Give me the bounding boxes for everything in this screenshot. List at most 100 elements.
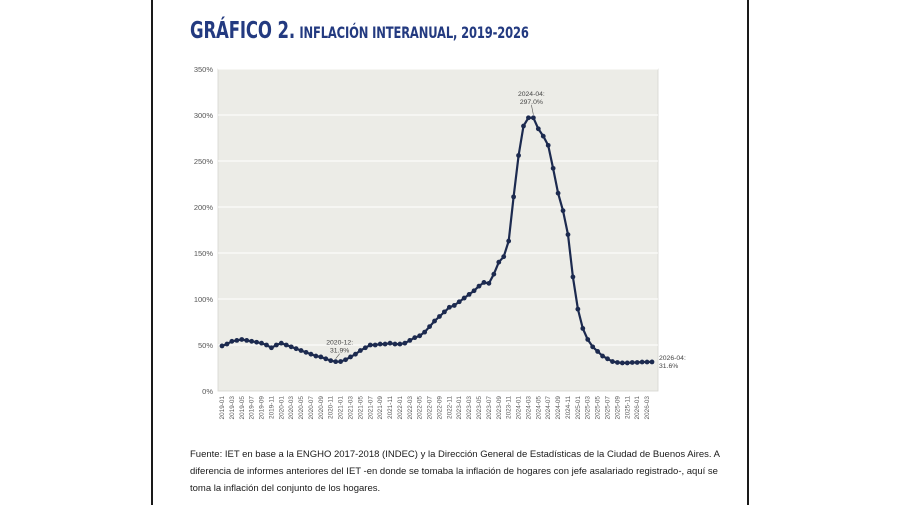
x-tick-label: 2024-03 xyxy=(525,396,532,420)
x-tick-label: 2022-11 xyxy=(446,396,453,419)
data-point xyxy=(357,348,363,353)
data-point xyxy=(348,354,353,360)
data-point xyxy=(530,115,536,121)
data-point xyxy=(372,342,378,348)
x-tick-label: 2025-03 xyxy=(585,396,592,420)
data-point xyxy=(269,345,274,351)
series-line xyxy=(221,116,653,364)
data-point xyxy=(456,299,462,305)
data-point xyxy=(511,194,517,200)
data-point xyxy=(535,126,541,132)
x-tick-label: 2024-07 xyxy=(545,396,552,420)
data-point xyxy=(273,342,279,348)
annotation-leader xyxy=(531,104,534,115)
data-point xyxy=(545,142,551,148)
data-point xyxy=(624,360,630,366)
x-tick-label: 2021-09 xyxy=(377,396,384,420)
x-tick-label: 2020-07 xyxy=(308,396,315,420)
figure-heading: GRÁFICO 2. INFLACIÓN INTERANUAL, 2019-202… xyxy=(190,18,529,44)
data-point xyxy=(392,341,398,347)
annotation-value: 297.0% xyxy=(520,99,543,106)
x-tick-label: 2023-01 xyxy=(456,396,463,420)
data-point xyxy=(278,340,284,346)
data-point xyxy=(437,314,442,319)
x-tick-label: 2021-11 xyxy=(387,396,394,419)
x-tick-label: 2025-01 xyxy=(575,396,582,420)
data-point xyxy=(575,306,581,312)
data-point xyxy=(526,115,531,121)
x-tick-label: 2021-05 xyxy=(357,396,364,420)
x-tick-label: 2019-11 xyxy=(268,396,275,419)
data-point xyxy=(446,304,452,310)
data-point xyxy=(619,360,625,366)
data-point xyxy=(540,133,546,139)
data-point xyxy=(501,254,507,260)
data-point xyxy=(471,288,477,294)
y-tick-label: 150% xyxy=(194,249,214,258)
data-point xyxy=(580,326,586,331)
data-point xyxy=(367,342,373,348)
x-tick-label: 2025-09 xyxy=(614,396,621,420)
data-point xyxy=(570,274,576,280)
annotation-value: 31.6% xyxy=(659,363,678,370)
data-point xyxy=(565,232,571,238)
x-tick-label: 2023-09 xyxy=(496,396,503,420)
data-point xyxy=(323,356,329,362)
data-point xyxy=(303,349,309,355)
data-point xyxy=(293,346,299,352)
annotation-value: 31.9% xyxy=(330,348,349,355)
x-tick-label: 2020-05 xyxy=(298,396,305,420)
x-tick-label: 2019-09 xyxy=(259,396,266,420)
x-tick-label: 2021-07 xyxy=(367,396,374,420)
y-tick-label: 200% xyxy=(194,203,214,212)
data-point xyxy=(605,356,610,362)
data-point xyxy=(353,351,358,357)
data-point xyxy=(516,153,521,158)
y-tick-label: 100% xyxy=(194,295,214,304)
x-tick-label: 2024-05 xyxy=(535,396,542,420)
y-tick-label: 50% xyxy=(198,341,213,350)
data-point xyxy=(442,309,447,315)
x-tick-label: 2020-03 xyxy=(288,396,295,420)
data-point xyxy=(629,360,635,365)
data-point xyxy=(229,338,235,344)
data-point xyxy=(610,359,615,364)
annotation-label: 2024-04: xyxy=(518,91,545,98)
data-point xyxy=(338,359,344,364)
data-point xyxy=(506,238,512,244)
data-point xyxy=(333,359,339,365)
data-point xyxy=(550,165,556,171)
page-border-right xyxy=(747,0,749,505)
figure-number: GRÁFICO 2. xyxy=(190,18,296,44)
data-point xyxy=(343,357,348,363)
data-point xyxy=(555,190,561,196)
data-point xyxy=(402,340,408,346)
data-point xyxy=(466,292,472,297)
x-tick-label: 2026-01 xyxy=(634,396,641,420)
x-tick-label: 2026-03 xyxy=(644,396,651,420)
data-point xyxy=(264,342,269,348)
data-point xyxy=(585,337,591,342)
data-point xyxy=(427,324,432,329)
x-tick-label: 2024-09 xyxy=(555,396,562,420)
data-point xyxy=(328,358,334,364)
data-point xyxy=(590,344,596,350)
data-point xyxy=(600,353,605,359)
y-tick-label: 350% xyxy=(194,65,214,74)
data-point xyxy=(313,353,319,359)
annotation-label: 2026-04: xyxy=(659,355,686,362)
x-tick-label: 2020-09 xyxy=(318,396,325,420)
data-point xyxy=(432,318,437,324)
x-tick-label: 2022-05 xyxy=(417,396,424,420)
x-tick-label: 2025-11 xyxy=(624,396,631,419)
y-tick-label: 300% xyxy=(194,111,214,120)
data-point xyxy=(382,341,388,347)
source-note: Fuente: IET en base a la ENGHO 2017-2018… xyxy=(190,449,720,494)
y-tick-label: 250% xyxy=(194,157,214,166)
x-tick-label: 2024-11 xyxy=(565,396,572,419)
x-tick-label: 2019-07 xyxy=(249,396,256,420)
data-point xyxy=(560,208,566,214)
data-point xyxy=(234,338,240,343)
data-point xyxy=(254,339,259,345)
chart-container: 0% 50% 100% 150% 200% 250% 300% 350% 2019-01 2019… xyxy=(185,57,705,442)
